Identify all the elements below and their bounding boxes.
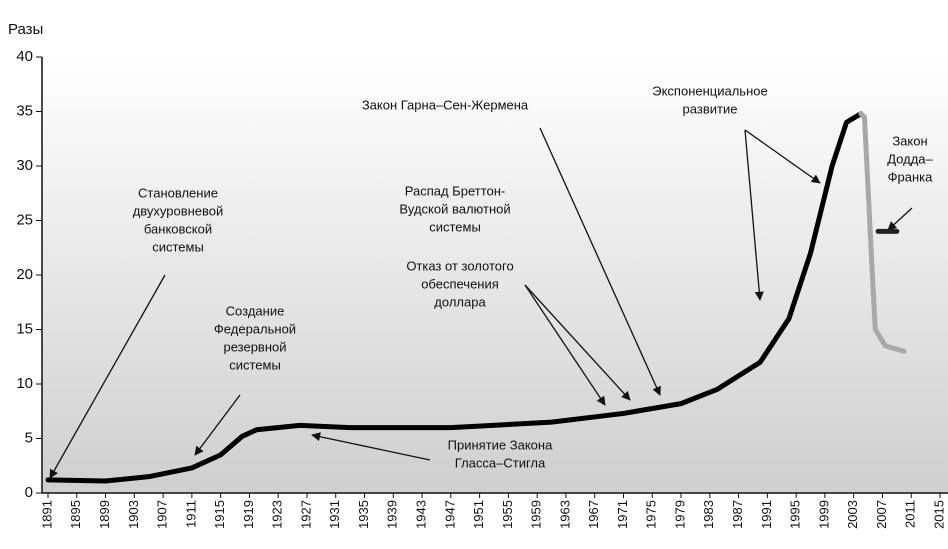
x-tick-label: 1987 <box>730 500 745 529</box>
annotation: Вудской валютной <box>399 201 510 216</box>
y-tick-label: 15 <box>16 320 33 337</box>
x-tick-label: 2007 <box>874 500 889 529</box>
annotation: доллара <box>434 294 486 309</box>
x-tick-label: 1979 <box>672 500 687 529</box>
annotation: Экспоненциальное <box>652 83 767 98</box>
y-tick-label: 30 <box>16 157 33 174</box>
annotation: банковской <box>144 221 212 236</box>
x-tick-label: 1995 <box>788 500 803 529</box>
x-tick-label: 1971 <box>615 500 630 529</box>
x-tick-label: 1899 <box>97 500 112 529</box>
annotation: резервной <box>223 339 286 354</box>
x-tick-label: 1991 <box>759 500 774 529</box>
annotation: системы <box>429 219 481 234</box>
x-tick-label: 2015 <box>931 500 946 529</box>
x-tick-label: 1947 <box>442 500 457 529</box>
x-tick-label: 1951 <box>471 500 486 529</box>
y-tick-label: 35 <box>16 102 33 119</box>
annotation: Федеральной <box>214 321 296 336</box>
x-tick-label: 1931 <box>327 500 342 529</box>
arrows <box>49 127 913 479</box>
x-tick-label: 1915 <box>212 500 227 529</box>
x-tick-label: 1903 <box>126 500 141 529</box>
x-tick-label: 1939 <box>385 500 400 529</box>
plot-area <box>42 57 948 493</box>
annotation: Распад Бреттон- <box>405 183 506 198</box>
y-tick-label: 20 <box>16 266 33 283</box>
annotation: Закон <box>892 133 927 148</box>
annotation: обеспечения <box>421 276 499 291</box>
x-tick-label: 1911 <box>183 500 198 528</box>
y-tick-label: 5 <box>25 429 33 446</box>
annotation: двухуровневой <box>133 203 224 218</box>
x-tick-label: 1891 <box>39 500 54 529</box>
annotation: Отказ от золотого <box>406 258 513 273</box>
x-tick-label: 1895 <box>68 500 83 529</box>
annotation: Становление <box>138 185 218 200</box>
x-tick-label: 1943 <box>414 500 429 529</box>
annotation: Принятие Закона <box>448 437 553 452</box>
annotation: Закон Гарна–Сен-Жермена <box>362 97 529 112</box>
x-tick-label: 1959 <box>529 500 544 529</box>
annotation: системы <box>152 239 204 254</box>
x-tick-label: 1999 <box>816 500 831 529</box>
y-tick-label: 10 <box>16 375 33 392</box>
annotation: Франка <box>888 169 933 184</box>
x-tick-label: 1927 <box>298 500 313 529</box>
x-tick-label: 1983 <box>701 500 716 529</box>
annotation: Додда– <box>887 151 933 166</box>
x-tick-label: 1907 <box>155 500 170 529</box>
x-tick-label: 1967 <box>586 500 601 529</box>
y-tick-label: 0 <box>25 484 33 501</box>
x-tick-label: 2011 <box>903 500 918 528</box>
x-tick-label: 1975 <box>644 500 659 529</box>
y-axis-label: Разы <box>8 21 43 38</box>
y-tick-label: 40 <box>16 48 33 65</box>
line <box>858 111 907 354</box>
annotation: развитие <box>683 101 738 116</box>
annotation: Создание <box>226 303 285 318</box>
annotation: Гласса–Стигла <box>455 455 546 470</box>
x-tick-label: 1935 <box>356 500 371 529</box>
y-tick-label: 25 <box>16 211 33 228</box>
x-tick-label: 1919 <box>241 500 256 529</box>
annotation: системы <box>229 357 281 372</box>
x-tick-label: 2003 <box>845 500 860 529</box>
x-tick-label: 1955 <box>500 500 515 529</box>
line <box>45 111 864 484</box>
x-tick-label: 1963 <box>557 500 572 529</box>
x-tick-label: 1923 <box>270 500 285 529</box>
